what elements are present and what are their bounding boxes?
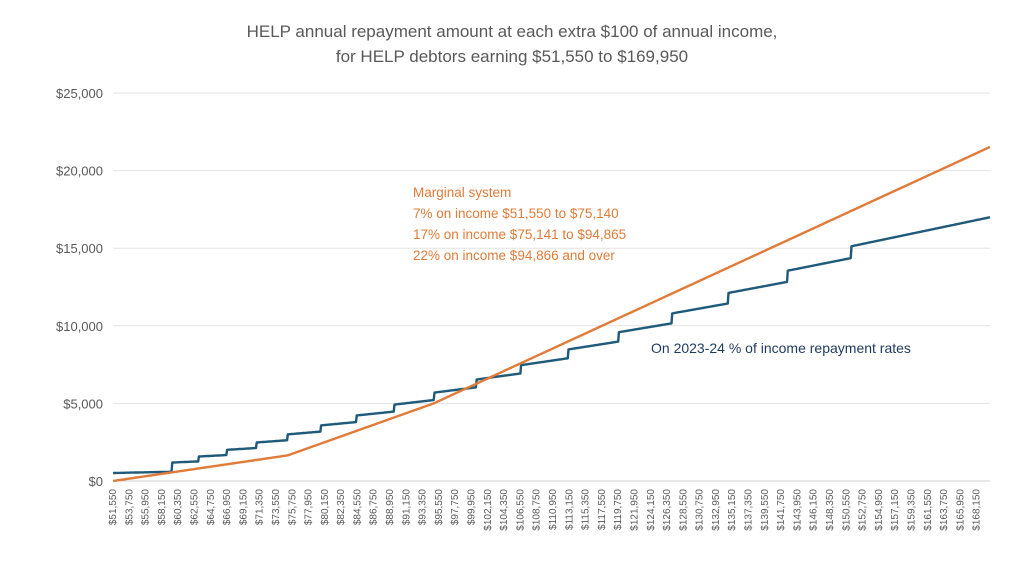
x-tick-label: $88,950: [385, 489, 396, 526]
x-tick-label: $143,950: [792, 489, 803, 531]
annotation-marginal: Marginal system 7% on income $51,550 to …: [413, 185, 626, 263]
x-tick-label: $66,950: [222, 489, 233, 526]
series-group: [112, 145, 991, 483]
x-tick-label: $119,750: [613, 489, 624, 530]
x-tick-label: $139,550: [760, 489, 771, 531]
x-tick-label: $58,150: [157, 489, 168, 526]
x-tick-label: $157,150: [890, 489, 901, 531]
x-tick-label: $148,350: [825, 489, 836, 531]
series-line-marginal: [112, 145, 991, 483]
annotation-tiered: On 2023-24 % of income repayment rates: [651, 340, 911, 356]
x-tick-label: $130,750: [695, 489, 706, 531]
y-tick-label: $0: [89, 474, 103, 489]
x-tick-label: $108,750: [532, 489, 543, 531]
x-tick-label: $53,750: [124, 489, 135, 526]
x-tick-label: $110,950: [548, 489, 559, 530]
y-axis-ticks: $0 $5,000 $10,000 $15,000 $20,000 $25,000: [56, 86, 103, 489]
x-tick-label: $86,750: [369, 489, 380, 526]
x-tick-label: $64,750: [206, 489, 217, 526]
x-tick-label: $80,150: [320, 489, 331, 526]
annotation-marginal-line-2: 7% on income $51,550 to $75,140: [413, 206, 619, 221]
x-tick-label: $146,150: [809, 489, 820, 531]
series-line-tiered: [112, 216, 991, 475]
x-tick-label: $154,950: [874, 489, 885, 531]
x-tick-label: $102,150: [483, 489, 494, 531]
x-tick-label: $152,750: [858, 489, 869, 531]
x-tick-label: $73,550: [271, 489, 282, 526]
x-tick-label: $159,350: [906, 489, 917, 531]
x-tick-label: $77,950: [304, 489, 315, 526]
chart-title-line-1: HELP annual repayment amount at each ext…: [247, 22, 778, 41]
x-tick-label: $95,550: [434, 489, 445, 526]
x-tick-label: $163,750: [939, 489, 950, 531]
x-tick-label: $124,150: [646, 489, 657, 531]
x-tick-label: $106,550: [515, 489, 526, 531]
x-tick-label: $168,150: [972, 489, 983, 531]
x-tick-label: $141,750: [776, 489, 787, 531]
x-tick-label: $97,750: [450, 489, 461, 526]
chart-title-line-2: for HELP debtors earning $51,550 to $169…: [336, 47, 688, 66]
x-tick-label: $69,150: [238, 489, 249, 526]
annotation-marginal-line-1: Marginal system: [413, 185, 511, 200]
y-tick-label: $25,000: [56, 86, 103, 101]
x-tick-label: $82,350: [336, 489, 347, 526]
x-tick-label: $71,350: [255, 489, 266, 526]
x-tick-label: $51,550: [108, 489, 119, 526]
x-tick-label: $60,350: [173, 489, 184, 526]
y-tick-label: $10,000: [56, 319, 103, 334]
x-tick-label: $104,350: [499, 489, 510, 531]
y-tick-label: $5,000: [63, 396, 103, 411]
x-tick-label: $161,550: [923, 489, 934, 531]
annotation-marginal-line-4: 22% on income $94,866 and over: [413, 248, 615, 263]
gridlines: [113, 92, 990, 482]
x-tick-label: $165,950: [955, 489, 966, 531]
x-tick-label: $150,550: [841, 489, 852, 531]
x-tick-label: $84,550: [352, 489, 363, 526]
x-tick-label: $128,550: [678, 489, 689, 531]
y-tick-label: $15,000: [56, 241, 103, 256]
x-tick-label: $75,750: [287, 489, 298, 526]
x-tick-label: $55,950: [141, 489, 152, 526]
x-tick-label: $132,950: [711, 489, 722, 531]
x-tick-label: $135,150: [727, 489, 738, 531]
x-tick-label: $93,350: [418, 489, 429, 526]
x-tick-label: $99,950: [467, 489, 478, 526]
x-tick-label: $137,350: [744, 489, 755, 531]
annotation-marginal-line-3: 17% on income $75,141 to $94,865: [413, 227, 626, 242]
x-tick-label: $126,350: [662, 489, 673, 531]
x-axis-ticks: $51,550 $53,750 $55,950 $58,150 $60,350 $62,5…: [108, 489, 983, 531]
x-tick-label: $115,350: [581, 489, 592, 530]
x-tick-label: $62,550: [189, 489, 200, 526]
x-tick-label: $91,150: [401, 489, 412, 526]
x-tick-label: $113,150: [564, 489, 575, 530]
x-tick-label: $121,950: [629, 489, 640, 531]
y-tick-label: $20,000: [56, 164, 103, 179]
x-tick-label: $117,550: [597, 489, 608, 530]
